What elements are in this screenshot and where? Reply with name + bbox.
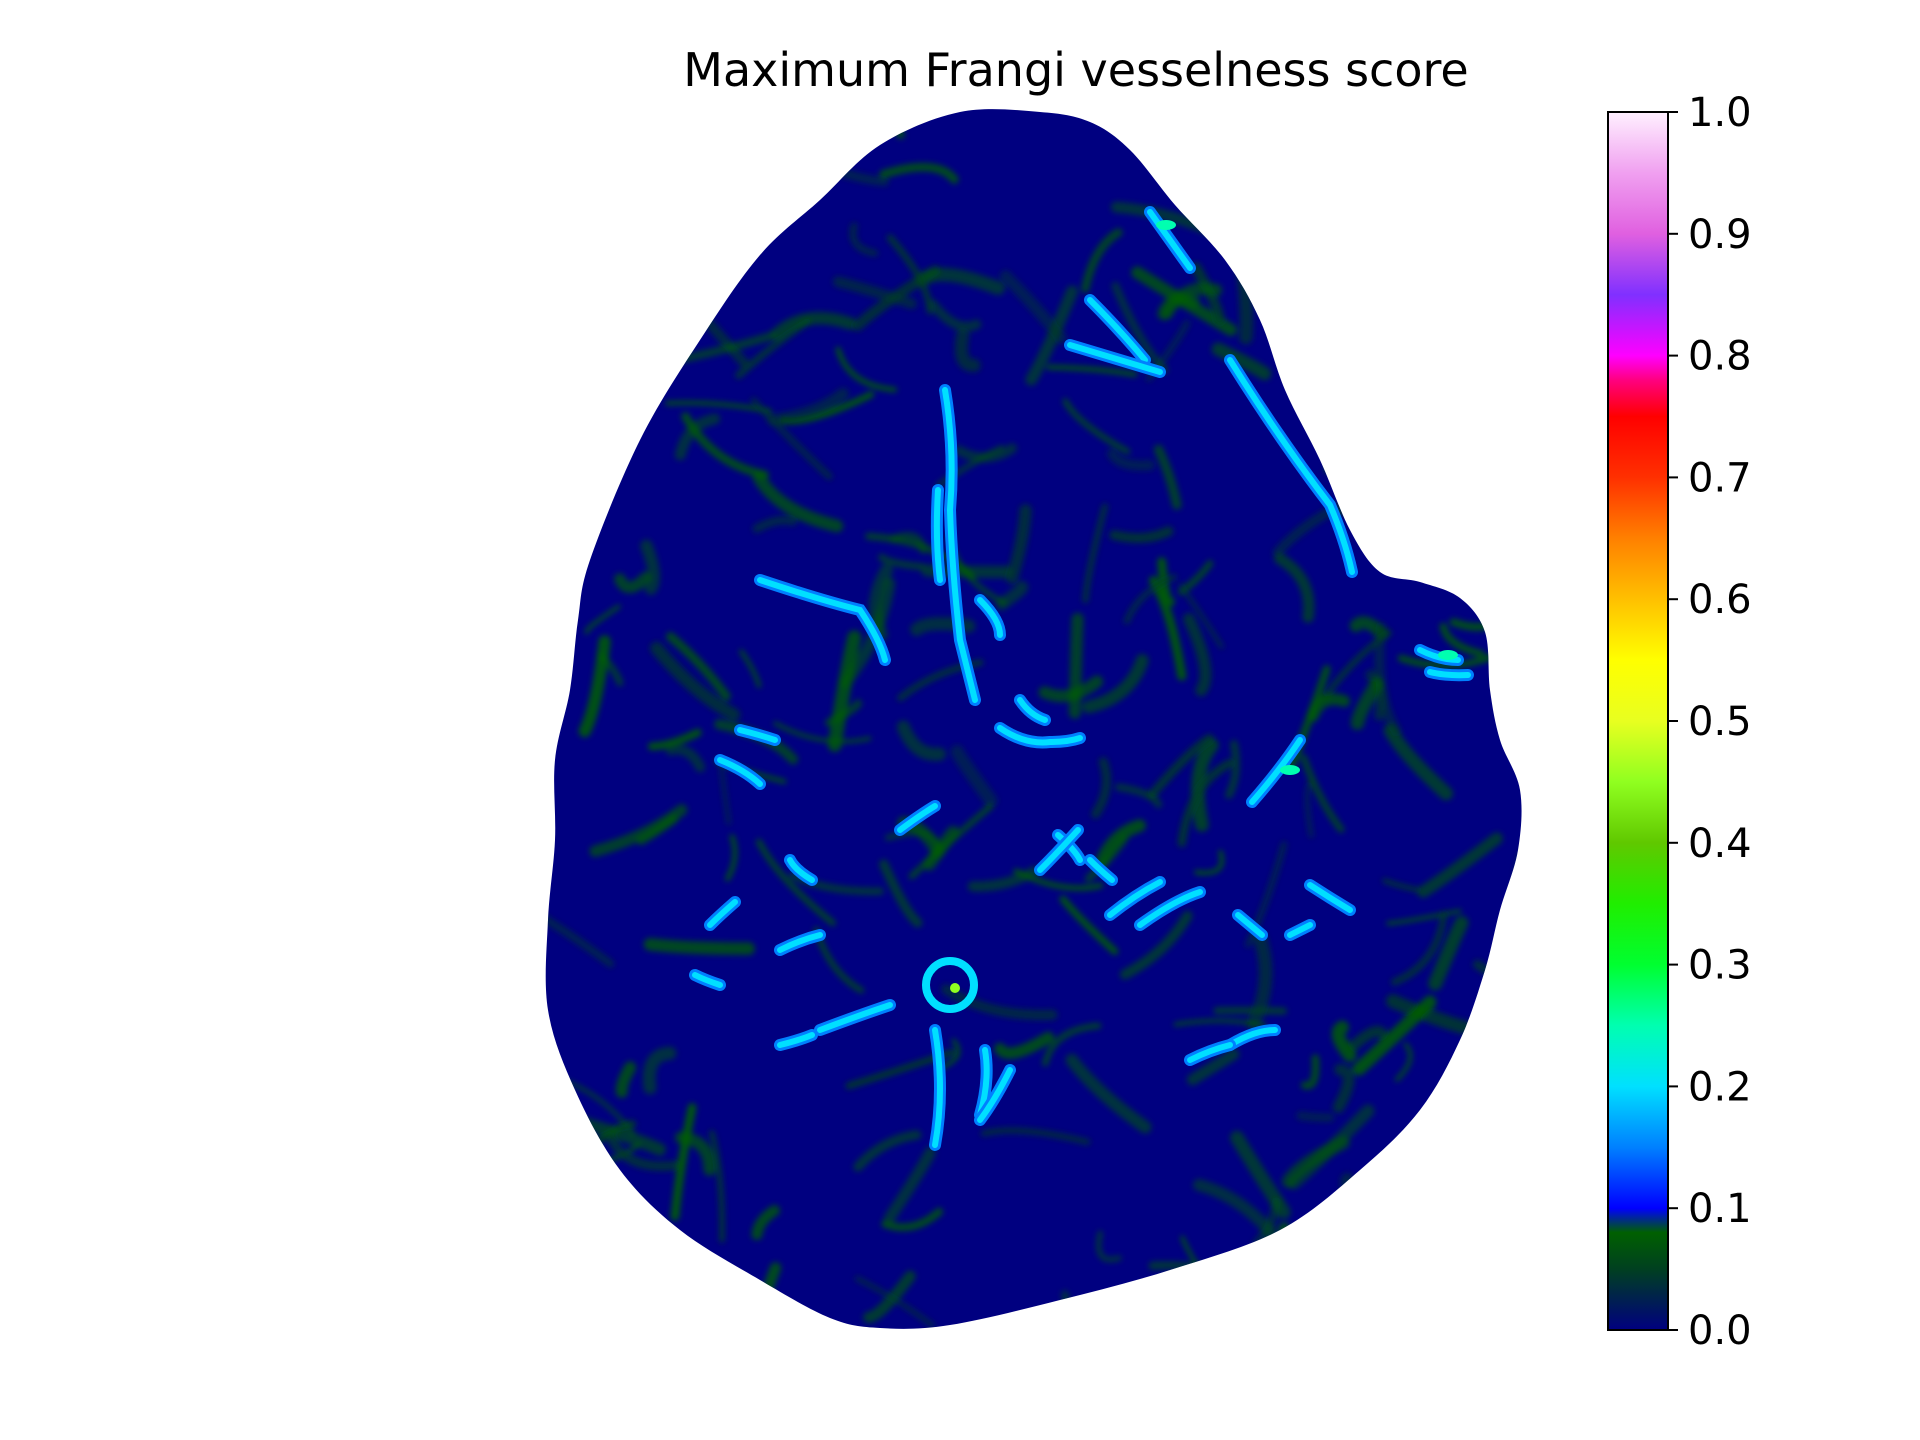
texture-streak [1375,99,1432,168]
texture-streak [1419,414,1449,458]
texture-streak [1315,325,1397,389]
texture-streak [668,1278,678,1314]
texture-streak [599,1209,614,1272]
colorbar-tick-label: 0.4 [1688,821,1752,867]
texture-streak [1191,1308,1227,1321]
texture-streak [790,177,801,209]
vessel-bright-patch [1156,220,1176,230]
texture-streak [1339,505,1365,513]
texture-streak [670,249,711,285]
vessel-bright-patch [1280,765,1300,775]
colorbar-tick-label: 0.5 [1688,699,1752,745]
texture-streak [570,1159,581,1205]
colorbar-tick-label: 0.2 [1688,1064,1752,1110]
texture-streak [673,1298,753,1306]
texture-streak [1421,394,1451,422]
texture-streak [1301,1116,1330,1118]
colorbar-tick-label: 0.7 [1688,455,1752,501]
texture-streak [1325,146,1369,164]
texture-streak [689,183,751,193]
texture-streak [684,1278,734,1317]
texture-streak [668,212,746,266]
texture-streak [1327,469,1395,501]
texture-streak [1482,556,1529,603]
texture-streak [738,1268,776,1373]
vessel-peak-spot [950,983,960,993]
texture-streak [1516,855,1522,959]
texture-streak [1388,303,1399,329]
texture-streak [582,390,618,428]
texture-streak [1435,218,1446,290]
texture-streak [1229,164,1291,224]
texture-streak [768,163,780,209]
colorbar-tick-label: 0.0 [1688,1308,1752,1354]
colorbar-ticks: 0.0 0.1 0.2 0.3 0.4 0.5 0.6 0.7 0.8 0.9 1.0 [1668,90,1752,1354]
texture-streak [717,176,825,213]
colorbar-tick-label: 0.3 [1688,943,1752,989]
texture-streak [1477,147,1491,213]
texture-streak [1217,1010,1283,1011]
colorbar-tick-label: 0.8 [1688,334,1752,380]
texture-streak [1284,1228,1294,1282]
texture-streak [1503,367,1558,380]
texture-streak [1326,416,1349,431]
texture-streak [1520,325,1573,331]
texture-streak [1056,1294,1069,1402]
texture-streak [1165,1287,1192,1296]
texture-streak [1440,274,1470,331]
texture-streak [1441,176,1452,278]
texture-streak [646,546,654,589]
texture-streak [745,108,778,177]
texture-streak [1397,198,1425,218]
colorbar-tick-label: 1.0 [1688,90,1752,136]
texture-streak [1075,619,1078,713]
texture-streak [1470,1172,1488,1285]
texture-streak [1323,151,1391,219]
texture-streak [598,1193,610,1296]
texture-streak [656,165,755,194]
texture-streak [1470,555,1511,569]
vessel-core [1430,672,1468,675]
texture-streak [738,144,763,172]
texture-streak [650,944,749,948]
texture-streak [680,1310,769,1382]
texture-streak [1343,342,1382,449]
vessel-bright-patch [1438,650,1458,660]
texture-streak [1362,412,1423,434]
texture-streak [592,155,594,196]
texture-streak [762,102,814,190]
colorbar: 0.0 0.1 0.2 0.3 0.4 0.5 0.6 0.7 0.8 0.9 1.0 [1608,90,1752,1354]
texture-streak [602,317,614,367]
texture-streak [671,185,715,221]
texture-streak [1443,511,1514,524]
texture-streak [1409,385,1509,440]
texture-streak [1400,296,1452,321]
colorbar-tick-label: 0.1 [1688,1186,1752,1232]
texture-streak [719,165,736,188]
chart-title: Maximum Frangi vesselness score [683,43,1468,97]
colorbar-gradient [1608,112,1668,1330]
colorbar-tick-label: 0.6 [1688,577,1752,623]
colorbar-tick-label: 0.9 [1688,212,1752,258]
heatmap-image [515,20,1573,1402]
texture-streak [1430,1232,1482,1294]
texture-streak [1477,965,1542,1016]
vessel-core [937,490,940,580]
texture-streak [1153,1265,1260,1277]
texture-streak [876,119,901,135]
